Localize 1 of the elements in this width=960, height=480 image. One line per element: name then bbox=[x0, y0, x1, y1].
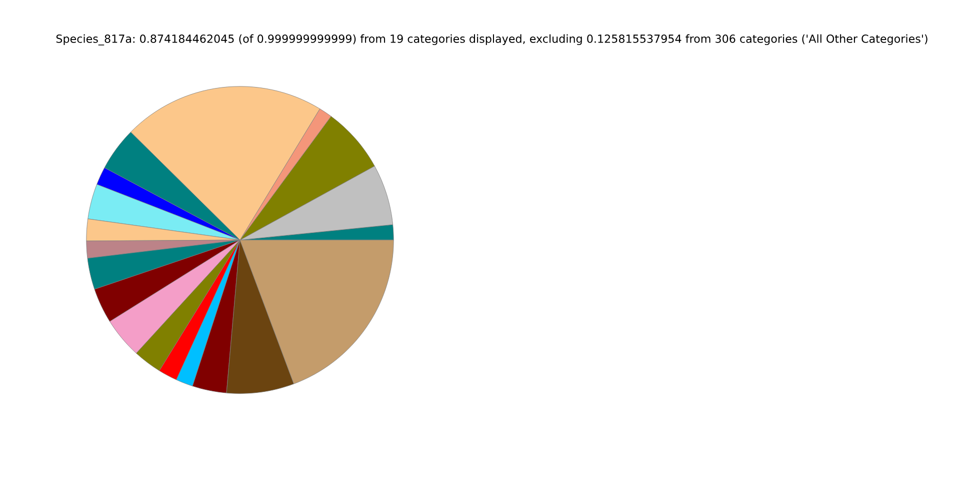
text: Species_817a: 0.874184462045 (of 0.999999999999) from 19 categories displayed, excluding 0.125815537954 from 306 categories ('All Other Categories') bbox=[56, 34, 928, 46]
